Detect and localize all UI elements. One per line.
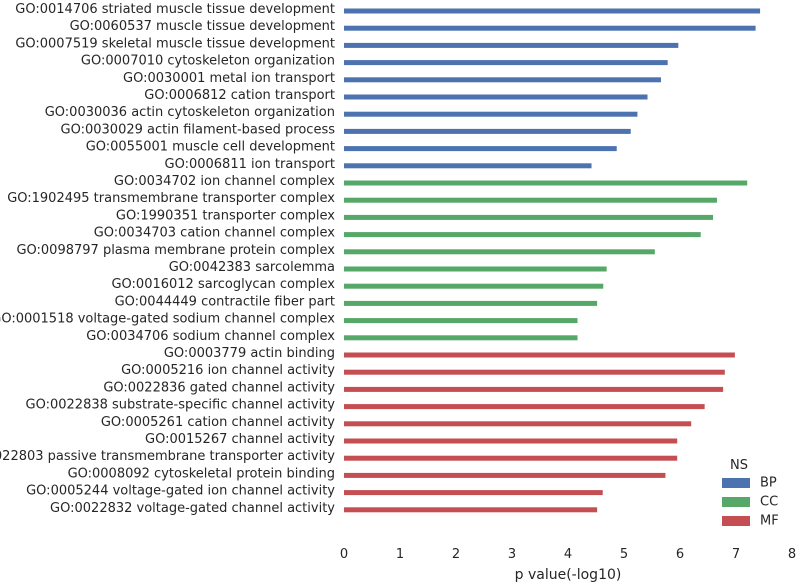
bar	[344, 94, 648, 100]
y-tick-label: GO:0022836 gated channel activity	[103, 380, 335, 395]
x-tick-label: 5	[620, 547, 628, 562]
y-tick-label: GO:0022832 voltage-gated channel activit…	[50, 501, 335, 516]
bar	[344, 421, 692, 427]
x-tick-labels: 0 1 2 3 4 5 6 7 8	[340, 547, 796, 562]
bar	[344, 146, 617, 152]
bar	[344, 180, 748, 186]
x-tick-label: 6	[676, 547, 684, 562]
y-tick-label: GO:0022838 substrate-specific channel ac…	[26, 398, 336, 413]
bar	[344, 404, 705, 410]
y-tick-label: GO:0022803 passive transmembrane transpo…	[0, 449, 335, 464]
x-axis-label: p value(-log10)	[515, 567, 622, 583]
y-tick-label: GO:0030029 actin filament-based process	[61, 122, 336, 137]
legend-swatch	[722, 497, 750, 507]
bar	[344, 352, 735, 358]
bar	[344, 283, 604, 289]
y-tick-label: GO:0034702 ion channel complex	[114, 174, 335, 189]
y-tick-label: GO:0034706 sodium channel complex	[86, 329, 335, 344]
bar	[344, 507, 598, 513]
legend-label: BP	[760, 476, 777, 491]
bar	[344, 128, 631, 134]
legend-label: CC	[760, 495, 778, 510]
y-tick-label: GO:0030001 metal ion transport	[123, 71, 335, 86]
bar	[344, 472, 666, 478]
y-tick-label: GO:0003779 actin binding	[164, 346, 335, 361]
y-tick-label: GO:0060537 muscle tissue development	[70, 19, 335, 34]
bar	[344, 60, 668, 66]
bar	[344, 163, 592, 169]
bar	[344, 438, 678, 444]
y-tick-label: GO:0006811 ion transport	[165, 157, 336, 172]
bar	[344, 455, 678, 461]
bar	[344, 335, 578, 341]
bar	[344, 77, 661, 83]
y-tick-label: GO:0005261 cation channel activity	[101, 415, 335, 430]
bar	[344, 42, 679, 48]
y-tick-label: GO:0007010 cytoskeleton organization	[81, 54, 335, 69]
x-tick-label: 2	[452, 547, 460, 562]
y-tick-label: GO:0044449 contractile fiber part	[115, 294, 335, 309]
y-tick-label: GO:0008092 cytoskeletal protein binding	[68, 466, 335, 481]
y-tick-label: GO:0098797 plasma membrane protein compl…	[16, 243, 335, 258]
y-tick-label: GO:0015267 channel activity	[145, 432, 335, 447]
bar	[344, 214, 714, 220]
bars-group	[344, 8, 761, 513]
x-tick-label: 1	[396, 547, 404, 562]
y-tick-label: GO:0007519 skeletal muscle tissue develo…	[15, 36, 335, 51]
x-tick-label: 3	[508, 547, 516, 562]
y-tick-label: GO:0034703 cation channel complex	[94, 226, 336, 241]
y-tick-label: GO:0030036 actin cytoskeleton organizati…	[45, 105, 335, 120]
legend: NS BP CC MF	[722, 458, 779, 529]
y-tick-label: GO:1902495 transmembrane transporter com…	[7, 191, 335, 206]
x-tick-label: 0	[340, 547, 348, 562]
y-tick-label: GO:1990351 transporter complex	[116, 208, 335, 223]
y-tick-label: GO:0042383 sarcolemma	[169, 260, 335, 275]
bar	[344, 386, 724, 392]
y-tick-label: GO:0055001 muscle cell development	[86, 140, 335, 155]
bar	[344, 266, 607, 272]
x-tick-label: 7	[732, 547, 740, 562]
legend-swatch	[722, 516, 750, 526]
x-tick-label: 8	[788, 547, 796, 562]
y-tick-labels: GO:0014706 striated muscle tissue develo…	[0, 2, 335, 516]
bar	[344, 232, 701, 238]
y-tick-label: GO:0016012 sarcoglycan complex	[111, 277, 335, 292]
y-tick-label: GO:0014706 striated muscle tissue develo…	[15, 2, 335, 17]
legend-title: NS	[730, 458, 748, 473]
bar	[344, 25, 756, 31]
y-tick-label: GO:0005216 ion channel activity	[121, 363, 335, 378]
bar	[344, 369, 725, 375]
bar	[344, 197, 717, 203]
bar	[344, 249, 655, 255]
bar	[344, 490, 603, 496]
y-tick-label: GO:0005244 voltage-gated ion channel act…	[26, 484, 335, 499]
bar	[344, 111, 638, 117]
legend-label: MF	[760, 514, 779, 529]
bar	[344, 318, 578, 324]
bar	[344, 8, 761, 14]
y-tick-label: GO:0001518 voltage-gated sodium channel …	[0, 312, 335, 327]
legend-swatch	[722, 478, 750, 488]
x-tick-label: 4	[564, 547, 572, 562]
bar	[344, 300, 598, 306]
y-tick-label: GO:0006812 cation transport	[144, 88, 335, 103]
